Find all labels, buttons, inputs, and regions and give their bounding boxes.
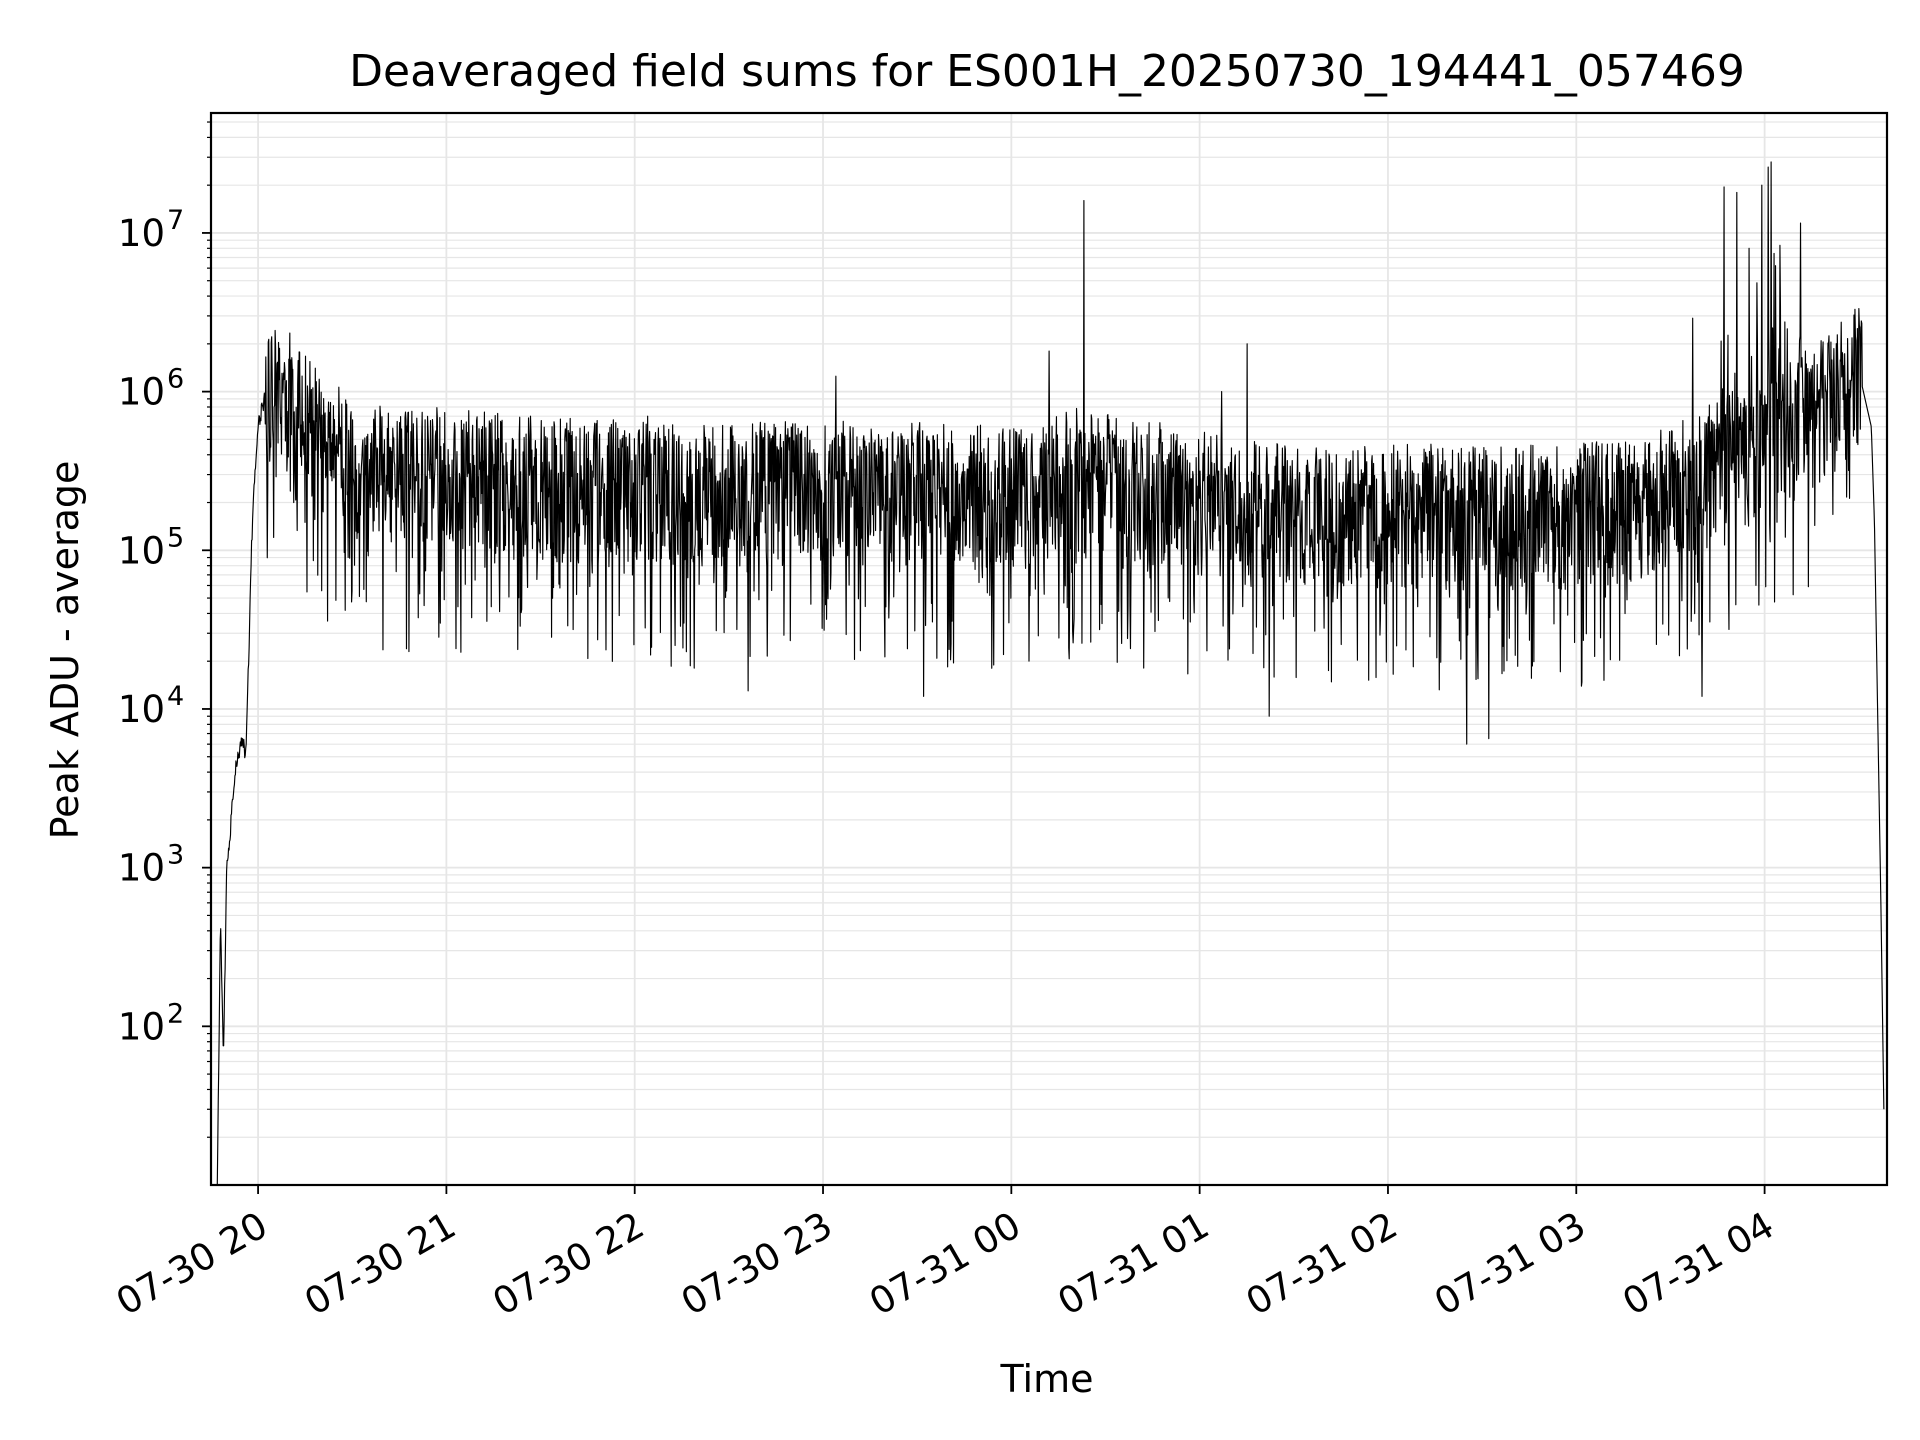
y-tick-label: 10: [118, 371, 165, 414]
y-tick-label: 10: [118, 529, 165, 572]
y-tick-label: 10: [118, 212, 165, 255]
y-tick-exponent: 7: [167, 205, 184, 236]
y-tick-label: 10: [118, 1005, 165, 1048]
y-tick-exponent: 4: [167, 681, 184, 712]
y-tick-label: 10: [118, 688, 165, 731]
series-layer: [216, 161, 1885, 1186]
chart-title: Deaveraged field sums for ES001H_2025073…: [349, 46, 1745, 97]
y-tick-exponent: 2: [167, 998, 184, 1029]
y-tick-exponent: 5: [167, 522, 184, 553]
plot-frame: [209, 111, 1889, 1187]
y-tick-label: 10: [118, 847, 165, 890]
y-axis-label: Peak ADU - average: [43, 461, 87, 840]
x-axis-label: Time: [1000, 1357, 1094, 1401]
grid: [211, 113, 1887, 1185]
series-line: [216, 161, 1885, 1186]
y-tick-exponent: 6: [167, 364, 184, 395]
y-tick-exponent: 3: [167, 840, 184, 871]
